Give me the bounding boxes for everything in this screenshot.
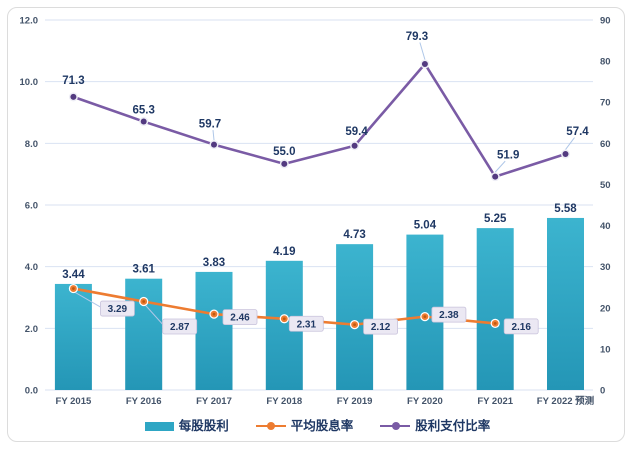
payout-ratio-line [72,62,567,178]
x-axis-label: FY 2018 [266,396,302,407]
payout-ratio-label: 59.4 [345,126,368,138]
legend-line-marker-icon-orange [255,422,286,431]
chart-frame [7,7,625,442]
leader-line [145,305,165,326]
left-axis-tick: 0.0 [25,386,38,397]
left-axis-tick: 8.0 [25,139,38,150]
legend-label-average-dividend-yield: 平均股息率 [290,418,354,433]
payout-ratio-label: 71.3 [62,75,84,87]
legend-label-dividend-payout-ratio: 股利支付比率 [415,418,491,433]
right-axis-tick: 80 [600,57,611,68]
purple-marker-icon [421,60,428,67]
orange-marker-core [423,315,427,319]
orange-marker-core [353,323,356,327]
leader-line [565,137,575,150]
avg-yield-label: 3.29 [108,304,128,315]
legend-bar-swatch-icon [144,421,174,431]
bar-label: 5.58 [554,203,577,215]
orange-marker-core [142,300,146,303]
legend: 每股股利 平均股息率 股利支付比率 [0,416,635,436]
purple-marker-icon [211,141,217,148]
payout-ratio-label: 65.3 [133,105,155,117]
left-axis-tick: 2.0 [25,324,38,335]
purple-marker-icon [281,160,288,167]
legend-item-dividend-per-share: 每股股利 [144,418,229,433]
right-axis-tick: 0 [600,386,605,397]
avg-yield-label: 2.46 [230,313,250,324]
orange-marker-core [282,317,286,321]
right-axis-tick: 30 [600,262,611,273]
callout-box [363,318,399,335]
x-axis-label: FY 2020 [407,396,443,407]
x-axis-label: FY 2021 [477,396,513,407]
legend-line-marker-icon-purple [380,422,411,431]
right-axis-tick: 40 [600,221,611,232]
callout-box [100,300,135,317]
right-axis-tick: 60 [600,139,611,150]
purple-marker-icon [70,93,77,100]
left-axis-tick: 10.0 [20,77,39,88]
bar-6 [476,228,514,390]
x-axis-label: FY 2016 [126,396,162,407]
bar-label: 4.73 [343,229,365,241]
leader-line [419,42,426,60]
orange-marker-core [72,287,75,290]
bar-label: 3.44 [62,269,85,281]
x-axis-label: FY 2015 [56,396,92,407]
right-axis-tick: 50 [600,180,611,191]
bar-label: 3.83 [203,257,225,269]
bar-label: 5.04 [414,220,437,232]
callout-box [288,315,324,332]
payout-ratio-label: 57.4 [566,126,589,138]
avg-yield-label: 2.87 [170,322,190,333]
avg-yield-label: 2.31 [297,319,317,330]
purple-marker-icon [351,142,358,149]
orange-marker-core [212,312,216,316]
right-axis-tick: 70 [600,98,611,109]
x-axis-label: FY 2017 [196,396,232,407]
payout-ratio-label: 51.9 [497,150,519,162]
bar-label: 3.61 [133,264,156,276]
purple-marker-icon [492,173,499,180]
right-axis-tick: 20 [600,303,611,314]
leader-line [75,292,102,308]
bar-4 [336,244,374,390]
bar-7 [547,217,584,390]
payout-ratio-label: 59.7 [199,119,221,131]
purple-marker-icon [562,151,569,158]
callout-box [431,306,467,323]
avg-yield-label: 2.38 [439,310,459,321]
left-axis-tick: 12.0 [20,16,39,27]
avg-yield-label: 2.16 [511,322,531,333]
leader-line [494,160,506,173]
bar-label: 5.25 [484,213,507,225]
legend-label-dividend-per-share: 每股股利 [178,418,229,433]
avg-yield-label: 2.12 [371,322,391,333]
x-axis-label: FY 2019 [337,396,373,407]
callout-box [162,318,198,335]
callout-box [222,309,258,326]
legend-item-average-dividend-yield: 平均股息率 [255,418,354,433]
right-axis-tick: 10 [600,344,611,355]
leader-line [212,130,215,141]
payout-ratio-label: 79.3 [406,31,428,43]
bar-0 [54,283,92,390]
bar-label: 4.19 [273,246,295,258]
right-axis-tick: 90 [600,16,611,27]
purple-marker-icon [140,118,147,125]
payout-ratio-label: 55.0 [273,146,295,158]
left-axis-tick: 6.0 [25,201,38,212]
x-axis-label: FY 2022 预测 [537,395,595,407]
callout-box [503,318,539,335]
legend-item-dividend-payout-ratio: 股利支付比率 [380,420,490,433]
bar-2 [195,271,233,390]
left-axis-tick: 4.0 [25,262,38,273]
orange-marker-core [493,322,497,325]
bar-1 [125,278,163,390]
